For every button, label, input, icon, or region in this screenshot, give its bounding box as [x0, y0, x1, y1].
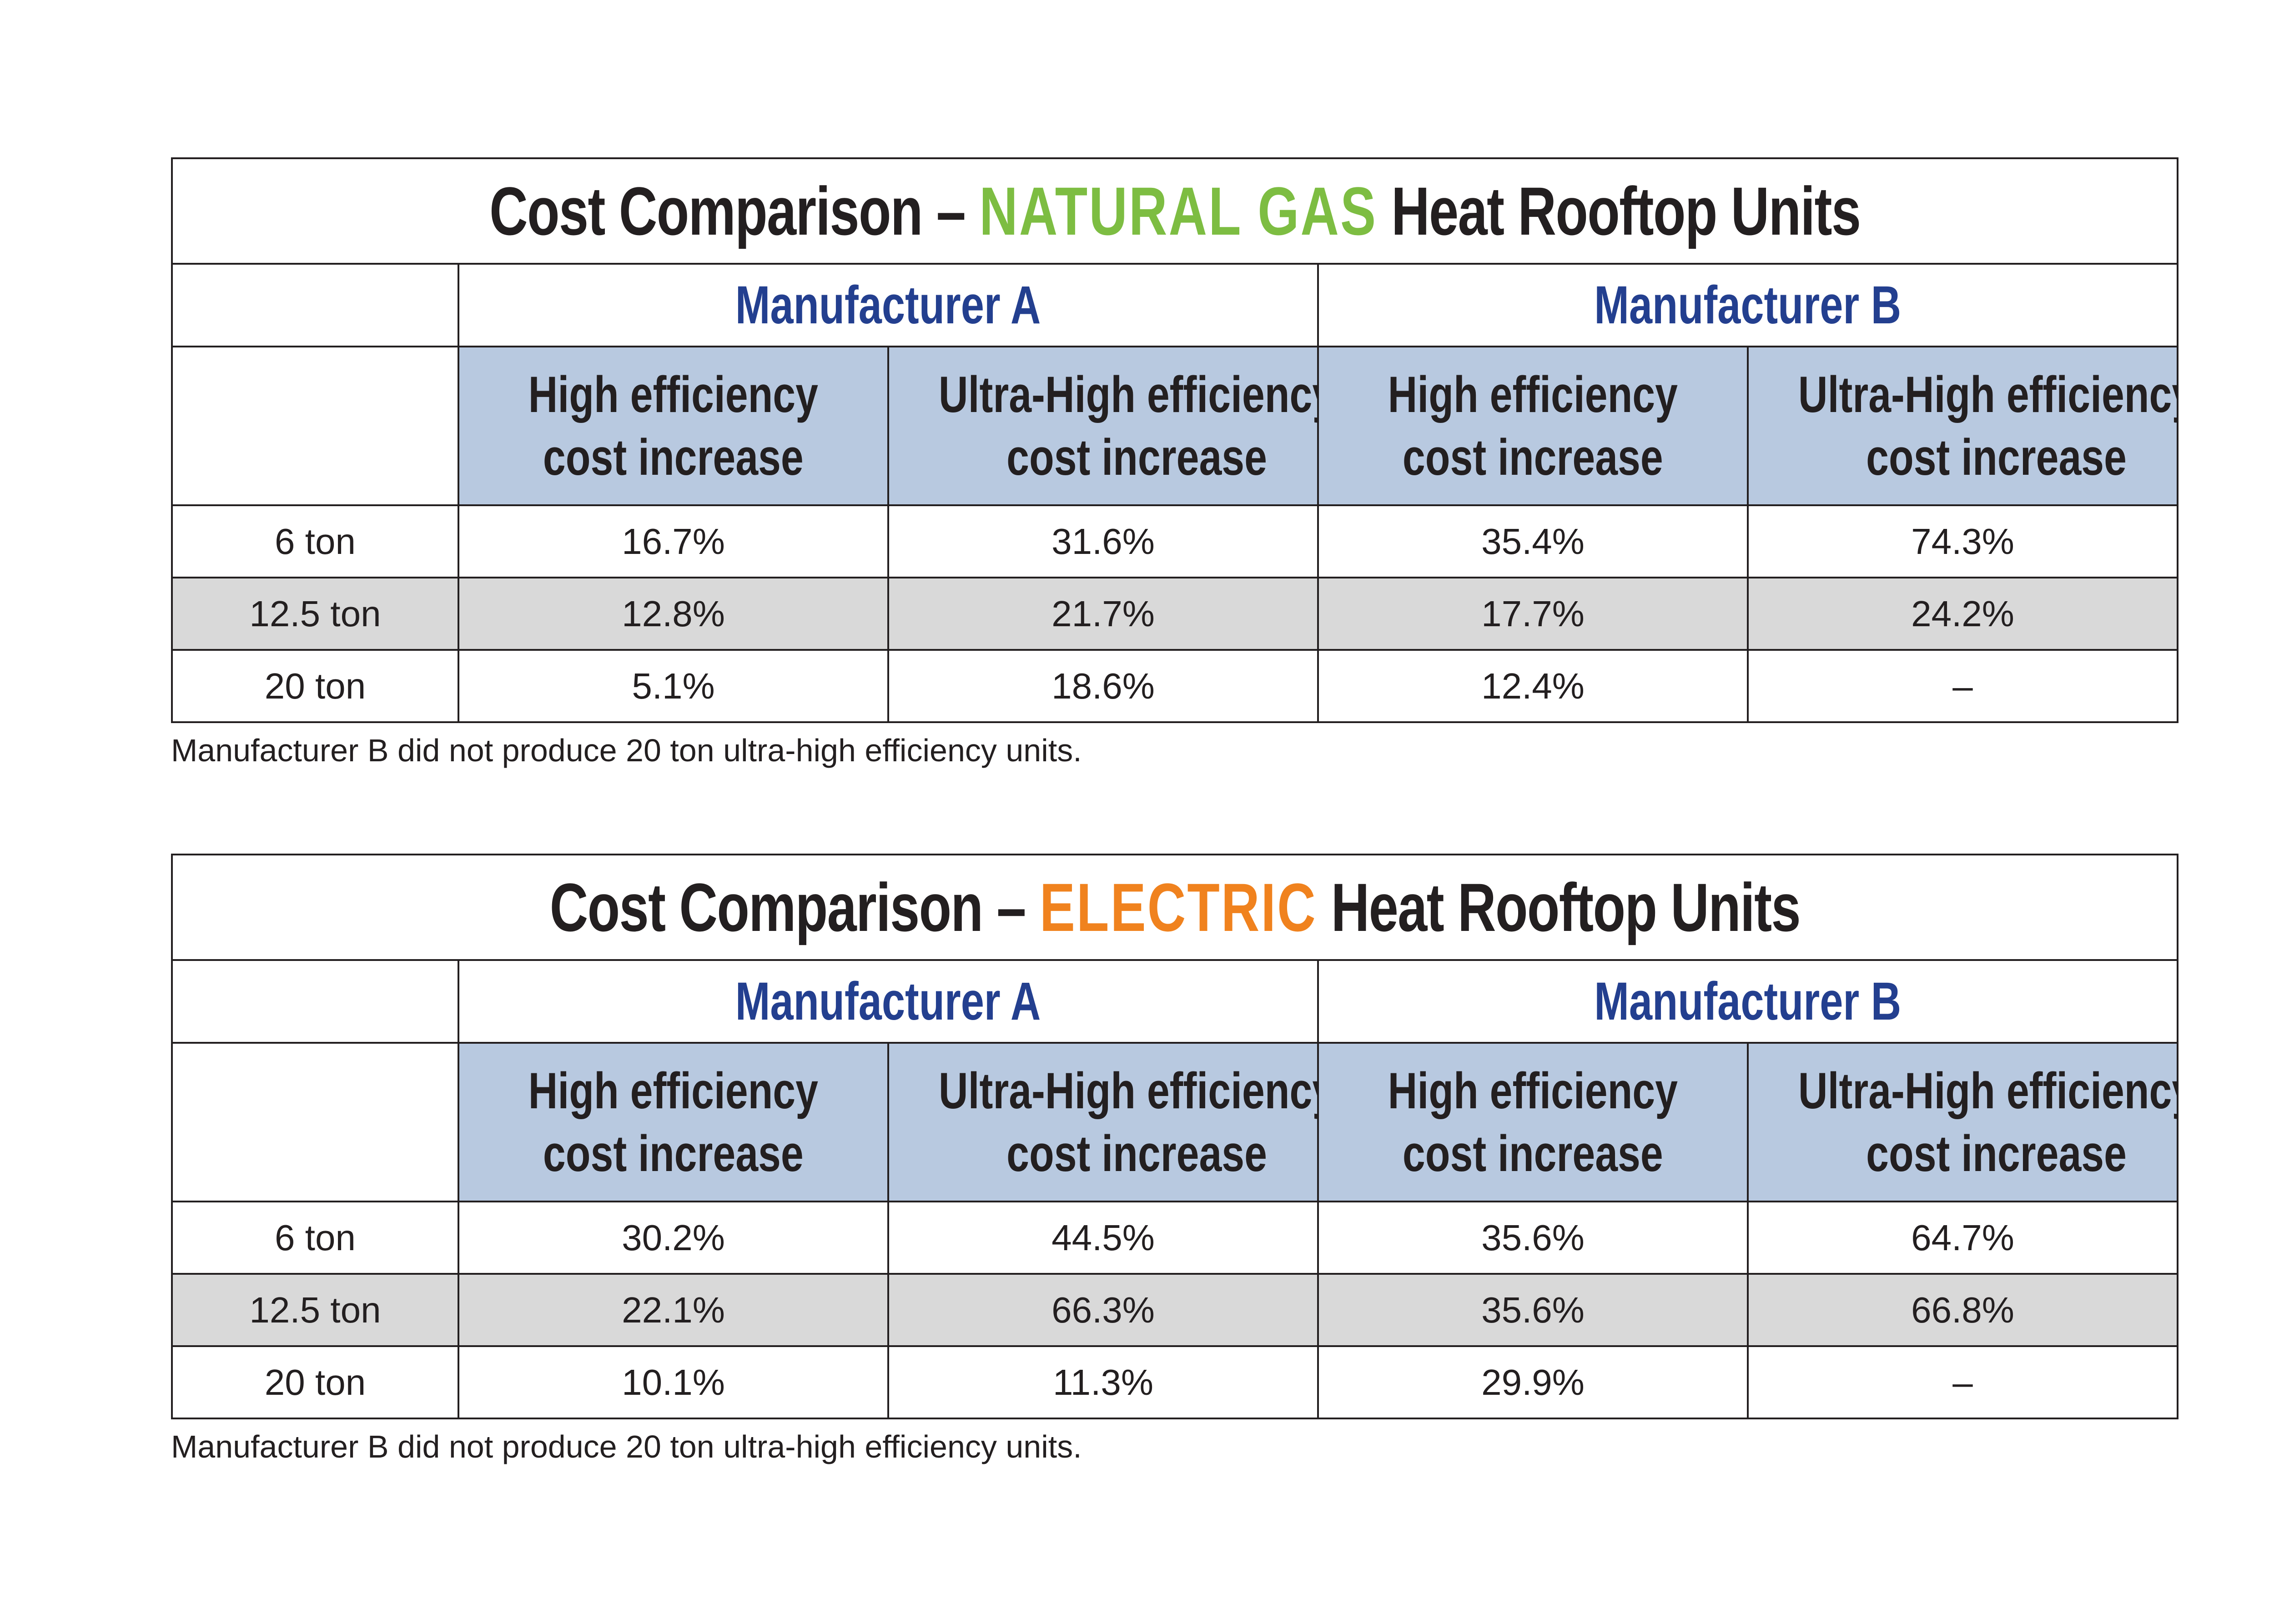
- corner-cell: [171, 959, 459, 1044]
- column-header-line1: Ultra-High efficiency: [1798, 1062, 2178, 1119]
- table-row: 20 ton 10.1% 11.3% 29.9% –: [171, 1345, 2179, 1419]
- table-cell: 12.4%: [1317, 649, 1749, 723]
- column-header-line1: High efficiency: [1388, 1062, 1678, 1119]
- table-cell: 29.9%: [1317, 1345, 1749, 1419]
- column-header-line2: cost increase: [1006, 428, 1267, 486]
- electric-comparison: Cost Comparison – ELECTRIC Heat Rooftop …: [171, 854, 2179, 1465]
- table-cell: 16.7%: [458, 504, 889, 578]
- column-header: High efficiency cost increase: [458, 346, 889, 506]
- row-label: 6 ton: [171, 1201, 459, 1275]
- table-cell: 22.1%: [458, 1273, 889, 1347]
- title-suffix: Heat Rooftop Units: [1391, 172, 1861, 249]
- title-suffix: Heat Rooftop Units: [1331, 869, 1801, 945]
- column-header-line2: cost increase: [1403, 428, 1663, 486]
- title-prefix: Cost Comparison –: [489, 172, 966, 249]
- table-footnote: Manufacturer B did not produce 20 ton ul…: [171, 1429, 1082, 1464]
- column-header: High efficiency cost increase: [458, 1042, 889, 1202]
- table-cell: 35.4%: [1317, 504, 1749, 578]
- title-fuel: ELECTRIC: [1039, 869, 1317, 945]
- manufacturer-b-label: Manufacturer B: [1594, 275, 1902, 335]
- column-header: High efficiency cost increase: [1317, 1042, 1749, 1202]
- table-cell: 35.6%: [1317, 1273, 1749, 1347]
- table-row: 12.5 ton 22.1% 66.3% 35.6% 66.8%: [171, 1273, 2179, 1347]
- natural-gas-comparison: Cost Comparison – NATURAL GAS Heat Rooft…: [171, 157, 2179, 769]
- table-cell: 10.1%: [458, 1345, 889, 1419]
- row-label: 6 ton: [171, 504, 459, 578]
- table-cell: 64.7%: [1746, 1201, 2179, 1275]
- manufacturer-a-label: Manufacturer A: [735, 971, 1041, 1031]
- table-title: Cost Comparison – ELECTRIC Heat Rooftop …: [549, 868, 1801, 947]
- column-header-line1: Ultra-High efficiency: [1798, 366, 2178, 423]
- title-prefix: Cost Comparison –: [549, 869, 1026, 945]
- table-cell: 11.3%: [887, 1345, 1319, 1419]
- column-header: Ultra-High efficiency cost increase: [1746, 346, 2179, 506]
- manufacturer-a-label: Manufacturer A: [735, 275, 1041, 335]
- manufacturer-a-header: Manufacturer A: [458, 959, 1319, 1044]
- row-label: 20 ton: [171, 649, 459, 723]
- title-fuel: NATURAL GAS: [979, 172, 1377, 249]
- table-cell: 44.5%: [887, 1201, 1319, 1275]
- table-cell: 24.2%: [1746, 577, 2179, 651]
- row-label: 20 ton: [171, 1345, 459, 1419]
- table-row: 12.5 ton 12.8% 21.7% 17.7% 24.2%: [171, 577, 2179, 651]
- table-cell: 5.1%: [458, 649, 889, 723]
- table-cell: 35.6%: [1317, 1201, 1749, 1275]
- table-title-cell: Cost Comparison – NATURAL GAS Heat Rooft…: [171, 157, 2179, 265]
- column-header-line1: High efficiency: [1388, 366, 1678, 423]
- table-cell: 66.3%: [887, 1273, 1319, 1347]
- table-row: 20 ton 5.1% 18.6% 12.4% –: [171, 649, 2179, 723]
- column-header-line2: cost increase: [1866, 428, 2127, 486]
- table-row: 6 ton 30.2% 44.5% 35.6% 64.7%: [171, 1201, 2179, 1275]
- corner-cell: [171, 1042, 459, 1202]
- column-header-line1: Ultra-High efficiency: [938, 366, 1318, 423]
- manufacturer-b-label: Manufacturer B: [1594, 971, 1902, 1031]
- table-cell: 18.6%: [887, 649, 1319, 723]
- column-header-line2: cost increase: [543, 428, 804, 486]
- table-cell: 17.7%: [1317, 577, 1749, 651]
- column-header-line1: High efficiency: [528, 1062, 819, 1119]
- column-header-line2: cost increase: [1866, 1125, 2127, 1182]
- table-cell: 31.6%: [887, 504, 1319, 578]
- column-header-line2: cost increase: [543, 1125, 804, 1182]
- electric-table: Cost Comparison – ELECTRIC Heat Rooftop …: [171, 854, 2179, 1419]
- row-label: 12.5 ton: [171, 577, 459, 651]
- manufacturer-a-header: Manufacturer A: [458, 263, 1319, 347]
- row-label: 12.5 ton: [171, 1273, 459, 1347]
- corner-cell: [171, 263, 459, 347]
- column-header-line2: cost increase: [1403, 1125, 1663, 1182]
- table-cell: –: [1746, 1345, 2179, 1419]
- corner-cell: [171, 346, 459, 506]
- manufacturer-b-header: Manufacturer B: [1317, 263, 2179, 347]
- manufacturer-b-header: Manufacturer B: [1317, 959, 2179, 1044]
- table-cell: 21.7%: [887, 577, 1319, 651]
- natural-gas-table: Cost Comparison – NATURAL GAS Heat Rooft…: [171, 157, 2179, 723]
- table-cell: 30.2%: [458, 1201, 889, 1275]
- column-header: High efficiency cost increase: [1317, 346, 1749, 506]
- table-cell: 74.3%: [1746, 504, 2179, 578]
- table-cell: 66.8%: [1746, 1273, 2179, 1347]
- column-header: Ultra-High efficiency cost increase: [887, 1042, 1319, 1202]
- table-title-cell: Cost Comparison – ELECTRIC Heat Rooftop …: [171, 854, 2179, 961]
- table-title: Cost Comparison – NATURAL GAS Heat Rooft…: [489, 172, 1861, 251]
- table-cell: 12.8%: [458, 577, 889, 651]
- column-header: Ultra-High efficiency cost increase: [1746, 1042, 2179, 1202]
- column-header-line1: Ultra-High efficiency: [938, 1062, 1318, 1119]
- column-header-line2: cost increase: [1006, 1125, 1267, 1182]
- table-footnote: Manufacturer B did not produce 20 ton ul…: [171, 733, 1082, 768]
- column-header-line1: High efficiency: [528, 366, 819, 423]
- table-cell: –: [1746, 649, 2179, 723]
- table-row: 6 ton 16.7% 31.6% 35.4% 74.3%: [171, 504, 2179, 578]
- column-header: Ultra-High efficiency cost increase: [887, 346, 1319, 506]
